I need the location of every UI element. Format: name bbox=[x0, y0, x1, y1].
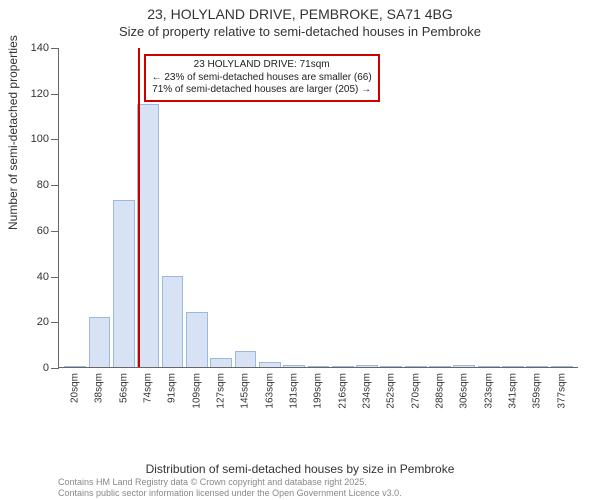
bar-slot: 91sqm bbox=[160, 276, 184, 367]
x-tick-label: 109sqm bbox=[191, 373, 202, 409]
y-tick-label: 60 bbox=[37, 225, 59, 237]
marker-line bbox=[138, 48, 140, 367]
bar-slot: 20sqm bbox=[63, 366, 87, 367]
bar bbox=[113, 200, 135, 367]
x-tick-label: 216sqm bbox=[337, 373, 348, 409]
bar-slot: 306sqm bbox=[452, 365, 476, 367]
x-tick-label: 181sqm bbox=[289, 373, 300, 409]
bar bbox=[551, 366, 573, 367]
annotation-line3: 71% of semi-detached houses are larger (… bbox=[152, 84, 372, 97]
bar bbox=[429, 366, 451, 367]
y-tick-label: 20 bbox=[37, 316, 59, 328]
annotation-line2: ← 23% of semi-detached houses are smalle… bbox=[152, 72, 372, 85]
bar-slot: 234sqm bbox=[355, 365, 379, 367]
bar bbox=[137, 104, 159, 367]
bar bbox=[405, 366, 427, 367]
bar-slot: 163sqm bbox=[258, 362, 282, 367]
bar bbox=[89, 317, 111, 367]
bar-slot: 323sqm bbox=[477, 366, 501, 367]
y-tick-label: 140 bbox=[31, 42, 59, 54]
bar-slot: 288sqm bbox=[428, 366, 452, 367]
x-tick-label: 377sqm bbox=[556, 373, 567, 409]
chart-inner: 20sqm38sqm56sqm74sqm91sqm109sqm127sqm145… bbox=[58, 48, 578, 368]
x-tick-label: 74sqm bbox=[143, 373, 154, 403]
chart-title: 23, HOLYLAND DRIVE, PEMBROKE, SA71 4BG bbox=[0, 6, 600, 22]
bar-slot: 199sqm bbox=[306, 366, 330, 367]
bar-slot: 216sqm bbox=[331, 366, 355, 367]
x-tick-label: 56sqm bbox=[118, 373, 129, 403]
bar bbox=[283, 365, 305, 367]
annotation-line1: 23 HOLYLAND DRIVE: 71sqm bbox=[152, 59, 372, 72]
x-tick-label: 20sqm bbox=[70, 373, 81, 403]
bar bbox=[64, 366, 86, 367]
x-tick-label: 234sqm bbox=[362, 373, 373, 409]
x-tick-label: 341sqm bbox=[508, 373, 519, 409]
bar-slot: 56sqm bbox=[112, 200, 136, 367]
bar bbox=[502, 366, 524, 367]
bar bbox=[526, 366, 548, 367]
bar-slot: 145sqm bbox=[233, 351, 257, 367]
plot-area: 20sqm38sqm56sqm74sqm91sqm109sqm127sqm145… bbox=[58, 48, 578, 418]
annotation-box: 23 HOLYLAND DRIVE: 71sqm ← 23% of semi-d… bbox=[144, 54, 380, 102]
x-tick-label: 145sqm bbox=[240, 373, 251, 409]
x-tick-label: 323sqm bbox=[483, 373, 494, 409]
bar-slot: 109sqm bbox=[185, 312, 209, 367]
bar bbox=[210, 358, 232, 367]
bar bbox=[259, 362, 281, 367]
bar-slot: 38sqm bbox=[87, 317, 111, 367]
y-tick-label: 40 bbox=[37, 271, 59, 283]
footer-line2: Contains public sector information licen… bbox=[58, 488, 402, 498]
bar bbox=[162, 276, 184, 367]
x-tick-label: 252sqm bbox=[386, 373, 397, 409]
x-tick-label: 127sqm bbox=[216, 373, 227, 409]
bar-slot: 270sqm bbox=[404, 366, 428, 367]
x-tick-label: 288sqm bbox=[435, 373, 446, 409]
x-tick-label: 91sqm bbox=[167, 373, 178, 403]
y-tick-label: 0 bbox=[43, 362, 59, 374]
bar bbox=[235, 351, 257, 367]
bar-slot: 252sqm bbox=[379, 366, 403, 367]
chart-subtitle: Size of property relative to semi-detach… bbox=[0, 24, 600, 39]
bar bbox=[453, 365, 475, 367]
bar bbox=[380, 366, 402, 367]
bar bbox=[478, 366, 500, 367]
bar-slot: 181sqm bbox=[282, 365, 306, 367]
x-tick-label: 199sqm bbox=[313, 373, 324, 409]
x-axis-label: Distribution of semi-detached houses by … bbox=[0, 462, 600, 476]
y-tick-label: 100 bbox=[31, 133, 59, 145]
x-tick-label: 163sqm bbox=[264, 373, 275, 409]
x-tick-label: 359sqm bbox=[532, 373, 543, 409]
bar bbox=[186, 312, 208, 367]
x-tick-label: 38sqm bbox=[94, 373, 105, 403]
footer-line1: Contains HM Land Registry data © Crown c… bbox=[58, 477, 402, 487]
attribution-footer: Contains HM Land Registry data © Crown c… bbox=[58, 477, 402, 498]
bar bbox=[308, 366, 330, 367]
bar bbox=[356, 365, 378, 367]
y-tick-label: 80 bbox=[37, 179, 59, 191]
x-tick-label: 270sqm bbox=[410, 373, 421, 409]
bar-slot: 341sqm bbox=[501, 366, 525, 367]
x-tick-label: 306sqm bbox=[459, 373, 470, 409]
y-axis-label: Number of semi-detached properties bbox=[6, 35, 20, 230]
bar bbox=[332, 366, 354, 367]
bar-slot: 127sqm bbox=[209, 358, 233, 367]
y-tick-label: 120 bbox=[31, 88, 59, 100]
bar-slot: 377sqm bbox=[550, 366, 574, 367]
bar-slot: 359sqm bbox=[525, 366, 549, 367]
